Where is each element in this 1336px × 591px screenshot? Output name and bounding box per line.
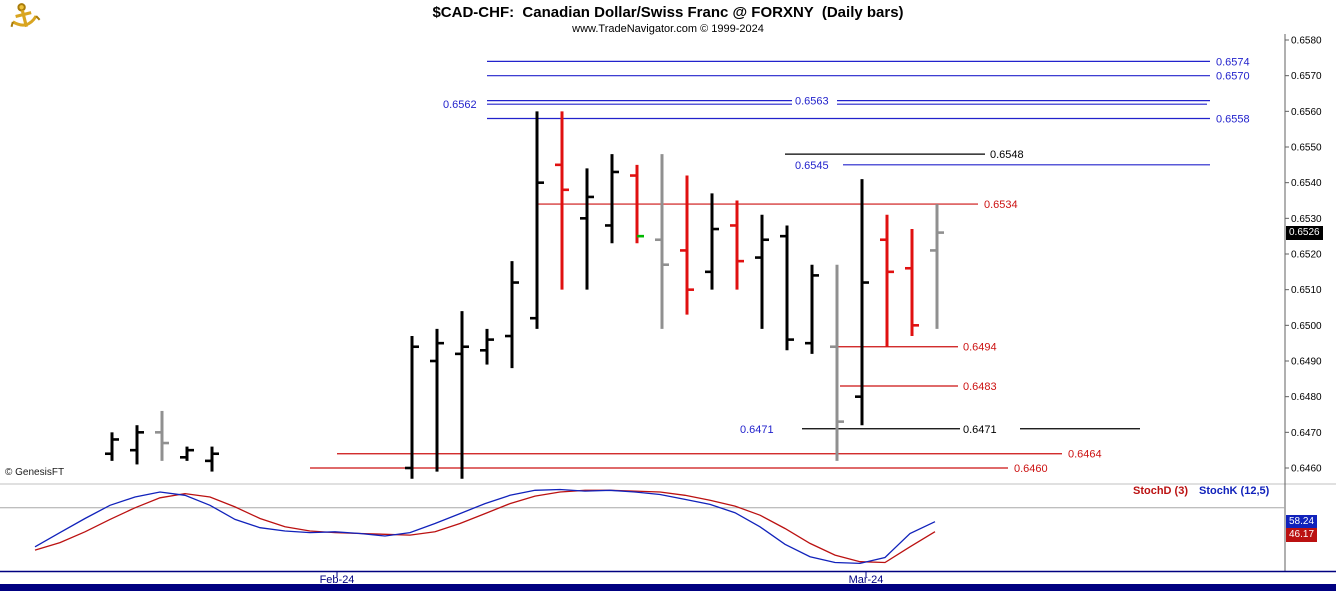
- chart-title: $CAD-CHF: Canadian Dollar/Swiss Franc @ …: [432, 4, 904, 21]
- price-level-label: 0.6563: [795, 96, 829, 108]
- price-axis-label: 0.6500: [1291, 321, 1322, 332]
- bottom-bar: [0, 584, 1336, 591]
- price-axis-label: 0.6520: [1291, 250, 1322, 261]
- price-axis-label: 0.6510: [1291, 285, 1322, 296]
- price-level-label: 0.6471: [963, 424, 997, 436]
- price-level-label: 0.6558: [1216, 113, 1250, 125]
- price-axis-label: 0.6530: [1291, 214, 1322, 225]
- stochk-value-badge: 58.24: [1286, 515, 1318, 530]
- x-axis-month-label: Feb-24: [319, 574, 355, 586]
- price-axis-label: 0.6550: [1291, 143, 1322, 154]
- stochd-value-badge: 46.17: [1286, 528, 1318, 543]
- price-level-label: 0.6471: [740, 424, 774, 436]
- x-axis-month-label: Mar-24: [848, 574, 884, 586]
- genesisft-logo: [4, 1, 44, 38]
- price-axis-label: 0.6580: [1291, 36, 1322, 47]
- price-level-label: 0.6545: [795, 160, 829, 172]
- price-level-label: 0.6460: [1014, 463, 1048, 475]
- price-level-label: 0.6548: [990, 149, 1024, 161]
- price-axis-label: 0.6460: [1291, 464, 1322, 475]
- gold-anchor-icon: [10, 3, 41, 28]
- price-axis-label: 0.6560: [1291, 107, 1322, 118]
- price-level-label: 0.6534: [984, 199, 1018, 211]
- price-level-label: 0.6494: [963, 342, 997, 354]
- label-mask: [792, 93, 837, 107]
- price-axis-label: 0.6490: [1291, 357, 1322, 368]
- stochd-line: [34, 489, 936, 564]
- price-axis-label: 0.6480: [1291, 392, 1322, 403]
- stochk-legend-label[interactable]: StochK (12,5): [1199, 485, 1270, 497]
- price-level-label: 0.6574: [1216, 56, 1250, 68]
- stochd-legend-label[interactable]: StochD (3): [1133, 485, 1188, 497]
- price-axis-label: 0.6570: [1291, 71, 1322, 82]
- price-axis-label: 0.6470: [1291, 428, 1322, 439]
- price-level-label: 0.6570: [1216, 71, 1250, 83]
- chart-subtitle: www.TradeNavigator.com © 1999-2024: [572, 23, 764, 35]
- stochk-line: [34, 488, 936, 565]
- price-axis-label: 0.6540: [1291, 178, 1322, 189]
- price-level-label: 0.6464: [1068, 449, 1102, 461]
- price-level-label: 0.6562: [443, 99, 477, 111]
- genesisft-copyright: © GenesisFT: [5, 467, 65, 478]
- price-level-label: 0.6483: [963, 381, 997, 393]
- last-price-badge: 0.6526: [1286, 225, 1323, 240]
